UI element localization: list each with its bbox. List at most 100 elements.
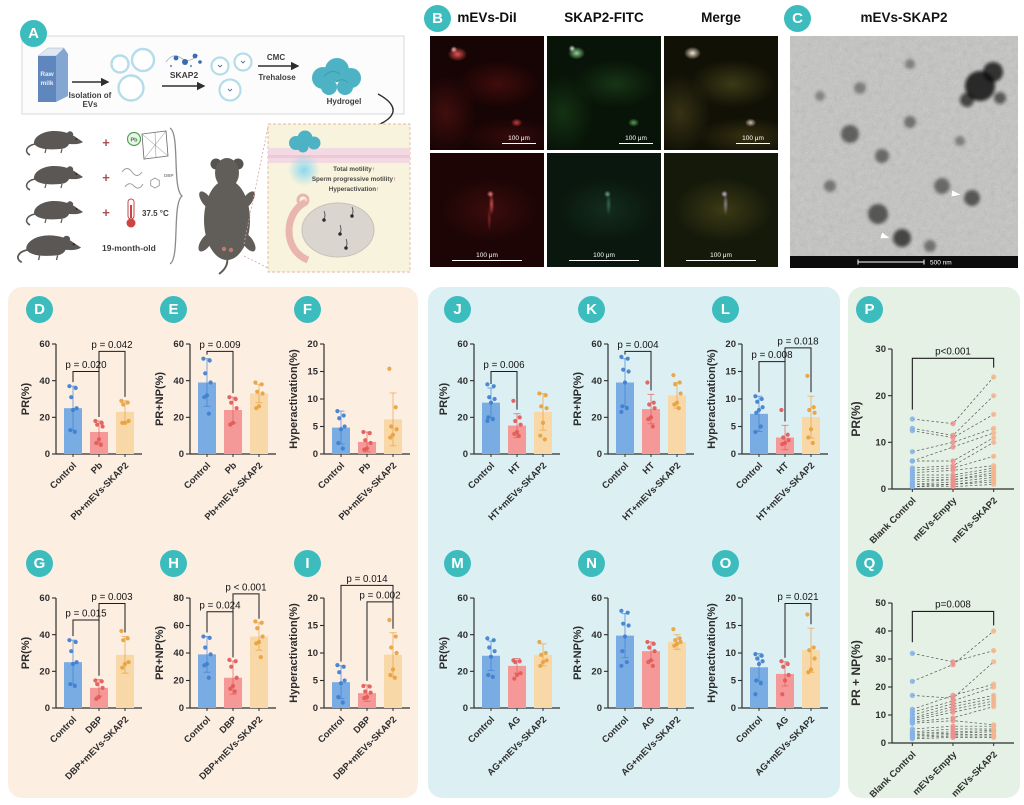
svg-text:40: 40 — [591, 630, 602, 641]
svg-text:Hyperactivation(%): Hyperactivation(%) — [706, 603, 718, 703]
milk-label-1: Raw — [40, 71, 54, 78]
bar-chart-D: 0 20 40 60 PR(%) Control Pb Pb+mEVs-SKAP2 p = 0.… — [16, 294, 148, 544]
svg-text:p = 0.008: p = 0.008 — [751, 350, 793, 361]
panel-J: J 0 20 40 60 PR(%) Control HT HT+mEVs-SKAP2 p = … — [434, 294, 566, 544]
svg-text:PR(%): PR(%) — [438, 382, 450, 415]
svg-text:PR+NP(%): PR+NP(%) — [154, 372, 166, 426]
bar-chart-E: 0 20 40 60 PR+NP(%) Control Pb Pb+mEVs-SKAP2 p =… — [150, 294, 282, 544]
svg-text:Pb: Pb — [89, 460, 105, 476]
oviduct-icon — [285, 198, 310, 264]
svg-text:10: 10 — [725, 648, 736, 659]
tem-scale-bar: 500 nm — [857, 259, 952, 267]
panel-I: I 0 5 10 15 20 Hyperactivation(%) Control DBP DB… — [284, 548, 416, 798]
arrowhead-marker — [950, 189, 962, 198]
panel-letter-badge: N — [578, 550, 605, 577]
svg-text:60: 60 — [173, 339, 184, 350]
svg-text:60: 60 — [457, 593, 468, 604]
panel-c-title: mEVs-SKAP2 — [860, 10, 948, 25]
svg-text:20: 20 — [173, 413, 184, 424]
svg-text:5: 5 — [313, 676, 319, 687]
skap2-protein-icon — [165, 53, 202, 68]
svg-text:Control: Control — [182, 460, 212, 490]
svg-text:PR + NP(%): PR + NP(%) — [849, 640, 863, 706]
svg-text:PR(%): PR(%) — [20, 636, 32, 669]
scale-bar: 100 μm — [736, 135, 770, 144]
isolation-label-2: EVs — [82, 100, 98, 109]
panel-G: G 0 20 40 60 PR(%) Control DBP DBP+mEVs-SKAP2 p … — [16, 548, 148, 798]
micrograph-dii-tissue: 100 μm — [430, 36, 544, 150]
svg-text:40: 40 — [173, 376, 184, 387]
svg-text:p = 0.015: p = 0.015 — [65, 609, 107, 620]
svg-text:Control: Control — [182, 714, 212, 744]
trehalose-label: Trehalose — [258, 73, 296, 82]
release-glow — [288, 154, 320, 186]
svg-text:40: 40 — [457, 630, 468, 641]
svg-text:0: 0 — [45, 449, 50, 460]
svg-text:20: 20 — [457, 413, 468, 424]
svg-text:5: 5 — [313, 422, 319, 433]
svg-text:40: 40 — [39, 376, 50, 387]
svg-text:40: 40 — [39, 630, 50, 641]
inset-line-1: Total motility↑ — [333, 166, 375, 173]
svg-text:30: 30 — [875, 344, 886, 355]
bar-chart-M: 0 20 40 60 PR(%) Control AG AG+mEVs-SKAP2 — [434, 548, 566, 798]
mouse-icon — [25, 200, 84, 226]
svg-text:20: 20 — [39, 413, 50, 424]
svg-text:Pb: Pb — [223, 460, 239, 476]
svg-text:15: 15 — [725, 621, 736, 632]
svg-text:p<0.001: p<0.001 — [935, 346, 971, 357]
group-brace — [169, 127, 184, 265]
panel-D: D 0 20 40 60 PR(%) Control Pb Pb+mEVs-SKAP2 p = … — [16, 294, 148, 544]
svg-text:p = 0.004: p = 0.004 — [617, 340, 659, 351]
panel-letter-badge: O — [712, 550, 739, 577]
svg-text:AG: AG — [505, 714, 522, 731]
svg-text:PR(%): PR(%) — [438, 636, 450, 669]
svg-text:Hyperactivation(%): Hyperactivation(%) — [288, 603, 300, 703]
bar-chart-O: 0 5 10 15 20 Hyperactivation(%) Control AG AG+mE… — [702, 548, 834, 798]
tem-image: 500 nm — [790, 36, 1018, 268]
loaded-ev-circles — [210, 52, 253, 102]
panel-a-schematic: A Raw milk — [6, 6, 418, 282]
aged-mouse-icon — [17, 234, 83, 264]
svg-text:5: 5 — [731, 676, 737, 687]
svg-text:20: 20 — [39, 667, 50, 678]
plus-sign: + — [102, 205, 110, 220]
scale-bar: 100 μm — [686, 252, 756, 261]
column-header-mevs-dii: mEVs-DiI — [457, 10, 517, 25]
svg-text:Control: Control — [600, 714, 630, 744]
bar-chart-N: 0 20 40 60 PR+NP(%) Control AG AG+mEVs-SKAP2 — [568, 548, 700, 798]
svg-text:PR+NP(%): PR+NP(%) — [572, 626, 584, 680]
panel-F: F 0 5 10 15 20 Hyperactivation(%) Control Pb Pb+… — [284, 294, 416, 544]
svg-text:Control: Control — [316, 714, 346, 744]
svg-text:p = 0.014: p = 0.014 — [346, 574, 388, 585]
svg-text:40: 40 — [875, 626, 886, 637]
bar-chart-F: 0 5 10 15 20 Hyperactivation(%) Control Pb Pb+mE… — [284, 294, 416, 544]
zoom-lines — [243, 126, 269, 269]
scale-bar: 100 μm — [569, 252, 639, 261]
svg-text:Control: Control — [600, 460, 630, 490]
svg-text:Control: Control — [48, 714, 78, 744]
svg-text:Control: Control — [48, 460, 78, 490]
thermometer-icon — [126, 198, 136, 228]
svg-text:60: 60 — [591, 339, 602, 350]
svg-text:p = 0.042: p = 0.042 — [91, 340, 132, 351]
milk-label-2: milk — [40, 80, 53, 87]
svg-text:0: 0 — [313, 449, 318, 460]
svg-text:PR+NP(%): PR+NP(%) — [572, 372, 584, 426]
bar-chart-J: 0 20 40 60 PR(%) Control HT HT+mEVs-SKAP2 p = 0.… — [434, 294, 566, 544]
bar-chart-K: 0 20 40 60 PR+NP(%) Control HT HT+mEVs-SKAP2 p =… — [568, 294, 700, 544]
uterus-inset: Total motility↑ Sperm progressive motili… — [267, 123, 411, 273]
svg-text:p = 0.006: p = 0.006 — [483, 360, 525, 371]
paired-chart-P: 0 10 20 30 PR(%) Blank Control mEVs-Empty mEVs-… — [846, 294, 1024, 546]
svg-text:AG: AG — [773, 714, 790, 731]
svg-text:20: 20 — [591, 667, 602, 678]
svg-text:0: 0 — [597, 449, 602, 460]
svg-text:15: 15 — [725, 367, 736, 378]
panel-K: K 0 20 40 60 PR+NP(%) Control HT HT+mEVs-SKAP2 p… — [568, 294, 700, 544]
svg-text:0: 0 — [313, 703, 318, 714]
svg-text:60: 60 — [457, 339, 468, 350]
svg-text:60: 60 — [39, 593, 50, 604]
isolation-label-1: Isolation of — [69, 91, 112, 100]
panel-letter-badge: Q — [856, 550, 883, 577]
